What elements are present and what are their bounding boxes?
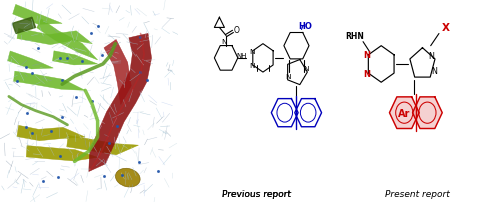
Text: N: N <box>221 38 226 44</box>
Polygon shape <box>14 72 85 91</box>
Polygon shape <box>89 34 152 172</box>
Polygon shape <box>17 126 85 141</box>
Text: N: N <box>431 66 437 75</box>
Polygon shape <box>12 5 62 25</box>
Polygon shape <box>8 52 53 70</box>
Polygon shape <box>412 97 442 129</box>
Text: N: N <box>250 48 255 55</box>
Text: HO: HO <box>298 22 312 31</box>
Text: N: N <box>428 52 434 61</box>
Text: N: N <box>250 63 255 69</box>
Polygon shape <box>104 40 131 105</box>
Ellipse shape <box>116 168 140 187</box>
Polygon shape <box>52 52 98 66</box>
Text: N: N <box>364 69 370 78</box>
Text: N: N <box>286 74 291 80</box>
Polygon shape <box>17 29 92 45</box>
Text: N: N <box>304 66 309 72</box>
Text: Previous report: Previous report <box>222 189 291 198</box>
Text: X: X <box>442 23 450 33</box>
Polygon shape <box>66 136 138 155</box>
Text: NH: NH <box>237 53 248 59</box>
Text: Present report: Present report <box>385 189 450 198</box>
Text: O: O <box>233 26 239 35</box>
Polygon shape <box>390 97 419 129</box>
Polygon shape <box>26 146 98 161</box>
Text: Ar: Ar <box>398 108 410 118</box>
Text: N: N <box>364 51 370 60</box>
Text: Previous report: Previous report <box>222 189 290 198</box>
Polygon shape <box>37 20 98 61</box>
Text: RHN: RHN <box>346 32 364 41</box>
Polygon shape <box>12 18 36 34</box>
